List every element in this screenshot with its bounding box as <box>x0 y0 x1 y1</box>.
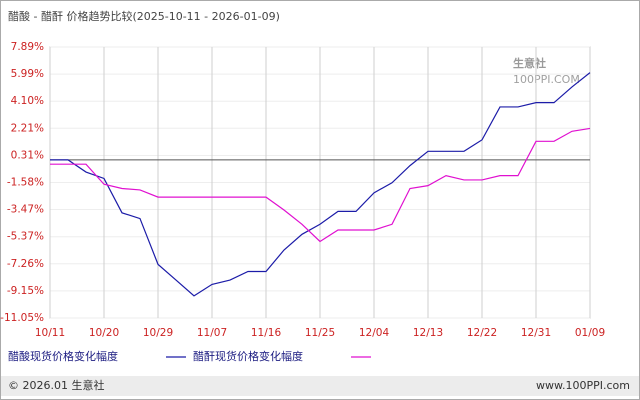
x-tick-label: 10/11 <box>35 327 65 339</box>
x-tick-label: 12/22 <box>467 327 497 339</box>
x-tick-label: 10/29 <box>143 327 173 339</box>
chart-title: 醋酸 - 醋酐 价格趋势比较(2025-10-11 - 2026-01-09) <box>8 9 280 23</box>
legend-label: 醋酸现货价格变化幅度 <box>8 349 118 363</box>
y-tick-label: -11.05% <box>0 312 44 324</box>
x-tick-label: 10/20 <box>89 327 119 339</box>
x-tick-label: 12/13 <box>413 327 443 339</box>
y-tick-label: 0.31% <box>11 149 44 161</box>
y-tick-label: -9.15% <box>7 285 44 297</box>
series-line <box>50 72 591 297</box>
footer-band <box>1 376 639 396</box>
watermark: 100PPI.COM <box>513 73 580 86</box>
footer-left: © 2026.01 生意社 <box>8 378 104 392</box>
y-tick-label: 5.99% <box>11 68 44 80</box>
footer-right: www.100PPI.com <box>536 379 630 392</box>
y-tick-label: -1.58% <box>7 177 44 189</box>
watermark: 生意社 <box>513 56 546 70</box>
y-tick-label: -5.37% <box>7 231 44 243</box>
x-tick-label: 12/04 <box>359 327 390 339</box>
y-tick-label: 7.89% <box>11 41 44 53</box>
x-tick-label: 11/16 <box>251 327 282 339</box>
x-tick-label: 01/09 <box>575 327 605 339</box>
legend-label: 醋酐现货价格变化幅度 <box>193 349 303 363</box>
y-tick-label: 2.21% <box>11 122 44 134</box>
x-tick-label: 11/07 <box>197 327 227 339</box>
y-tick-label: -7.26% <box>7 258 44 270</box>
x-tick-label: 12/31 <box>521 327 551 339</box>
series-line <box>50 127 591 243</box>
y-tick-label: -3.47% <box>7 204 44 216</box>
y-tick-label: 4.10% <box>11 95 44 107</box>
x-tick-label: 11/25 <box>305 327 335 339</box>
